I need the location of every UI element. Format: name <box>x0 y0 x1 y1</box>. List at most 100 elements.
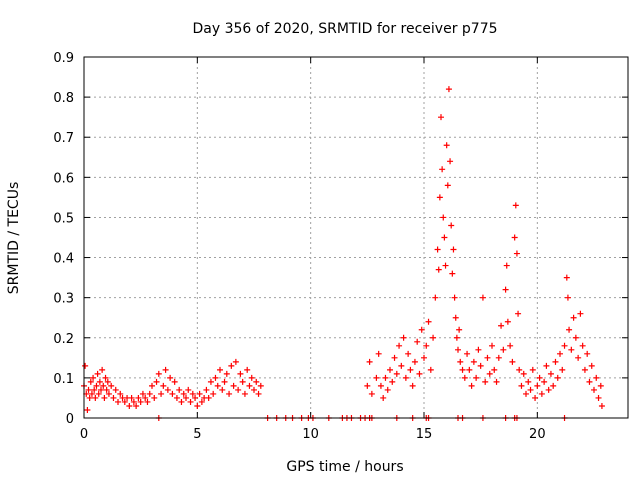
data-point <box>520 370 527 377</box>
data-point <box>151 394 158 401</box>
data-point <box>527 386 534 393</box>
data-point <box>93 382 100 389</box>
y-axis-label: SRMTID / TECUs <box>6 182 22 295</box>
data-point <box>235 386 242 393</box>
data-point <box>380 394 387 401</box>
data-point <box>477 362 484 369</box>
data-point <box>434 246 441 253</box>
data-point <box>189 390 196 397</box>
data-point <box>178 398 185 405</box>
data-point <box>486 370 493 377</box>
data-point <box>391 354 398 361</box>
data-point <box>418 326 425 333</box>
data-point <box>464 350 471 357</box>
data-point <box>584 350 591 357</box>
data-point <box>255 390 262 397</box>
data-point <box>95 390 102 397</box>
data-point <box>144 398 151 405</box>
x-tick-label: 0 <box>80 427 88 442</box>
data-point <box>484 354 491 361</box>
data-point <box>443 142 450 149</box>
data-point <box>130 398 137 405</box>
data-point <box>448 222 455 229</box>
data-point <box>427 366 434 373</box>
data-point <box>232 358 239 365</box>
data-point <box>502 286 509 293</box>
data-point <box>228 362 235 369</box>
data-point <box>451 294 458 301</box>
data-point <box>210 390 217 397</box>
x-tick-label: 20 <box>529 427 546 442</box>
y-tick-label: 0 <box>66 412 74 427</box>
y-tick-label: 0.1 <box>53 372 74 387</box>
data-point <box>183 394 189 401</box>
data-point <box>529 366 536 373</box>
data-point <box>473 374 480 381</box>
data-point <box>398 362 405 369</box>
data-point <box>169 390 176 397</box>
data-point <box>203 386 210 393</box>
data-point <box>482 378 489 385</box>
data-point <box>503 262 510 269</box>
data-point <box>504 318 511 325</box>
data-point <box>586 378 593 385</box>
data-point <box>198 398 205 405</box>
data-point <box>366 358 373 365</box>
data-point <box>121 398 128 405</box>
data-point <box>516 366 523 373</box>
data-point <box>407 366 414 373</box>
data-point <box>364 382 371 389</box>
y-tick-label: 0.6 <box>53 171 74 186</box>
data-point <box>432 294 439 301</box>
data-point <box>545 386 552 393</box>
data-point <box>139 390 146 397</box>
data-point <box>509 358 516 365</box>
data-point <box>444 182 451 189</box>
data-point <box>538 390 545 397</box>
data-point <box>588 362 595 369</box>
data-point <box>564 294 571 301</box>
x-tick-label: 15 <box>416 427 433 442</box>
data-point <box>455 346 461 353</box>
data-point <box>241 390 248 397</box>
data-point <box>110 394 117 401</box>
data-point <box>105 390 112 397</box>
data-point <box>579 342 586 349</box>
data-point <box>244 366 251 373</box>
data-point <box>128 394 135 401</box>
data-point <box>400 334 407 341</box>
data-point <box>475 346 482 353</box>
data-point <box>137 398 144 405</box>
data-point <box>207 378 214 385</box>
data-point <box>84 406 91 413</box>
data-point <box>180 390 187 397</box>
data-point <box>223 370 230 377</box>
data-point <box>88 390 95 397</box>
data-point <box>91 386 98 393</box>
data-point <box>217 366 223 373</box>
data-point <box>489 342 495 349</box>
data-point <box>251 386 257 393</box>
axis-ticks: 0 0.1 0.2 0.3 0.4 0.5 0.6 0.7 0.8 0.9 0 5 10 15 20 <box>53 51 628 442</box>
data-point <box>173 394 180 401</box>
y-tick-label: 0.7 <box>53 131 74 146</box>
data-point <box>149 382 155 389</box>
data-point <box>498 322 505 329</box>
data-point <box>445 86 452 93</box>
y-tick-label: 0.5 <box>53 211 74 226</box>
data-point <box>158 390 165 397</box>
data-point <box>597 382 604 389</box>
data-point <box>559 366 566 373</box>
data-point <box>87 378 94 385</box>
data-point <box>185 386 192 393</box>
data-point <box>176 386 183 393</box>
data-point <box>212 374 219 381</box>
data-point <box>92 394 99 401</box>
data-point <box>568 346 575 353</box>
data-point <box>96 378 103 385</box>
data-point <box>421 354 427 361</box>
data-point <box>194 402 201 409</box>
data-point <box>257 382 264 389</box>
data-point <box>382 374 389 381</box>
data-point <box>221 378 228 385</box>
